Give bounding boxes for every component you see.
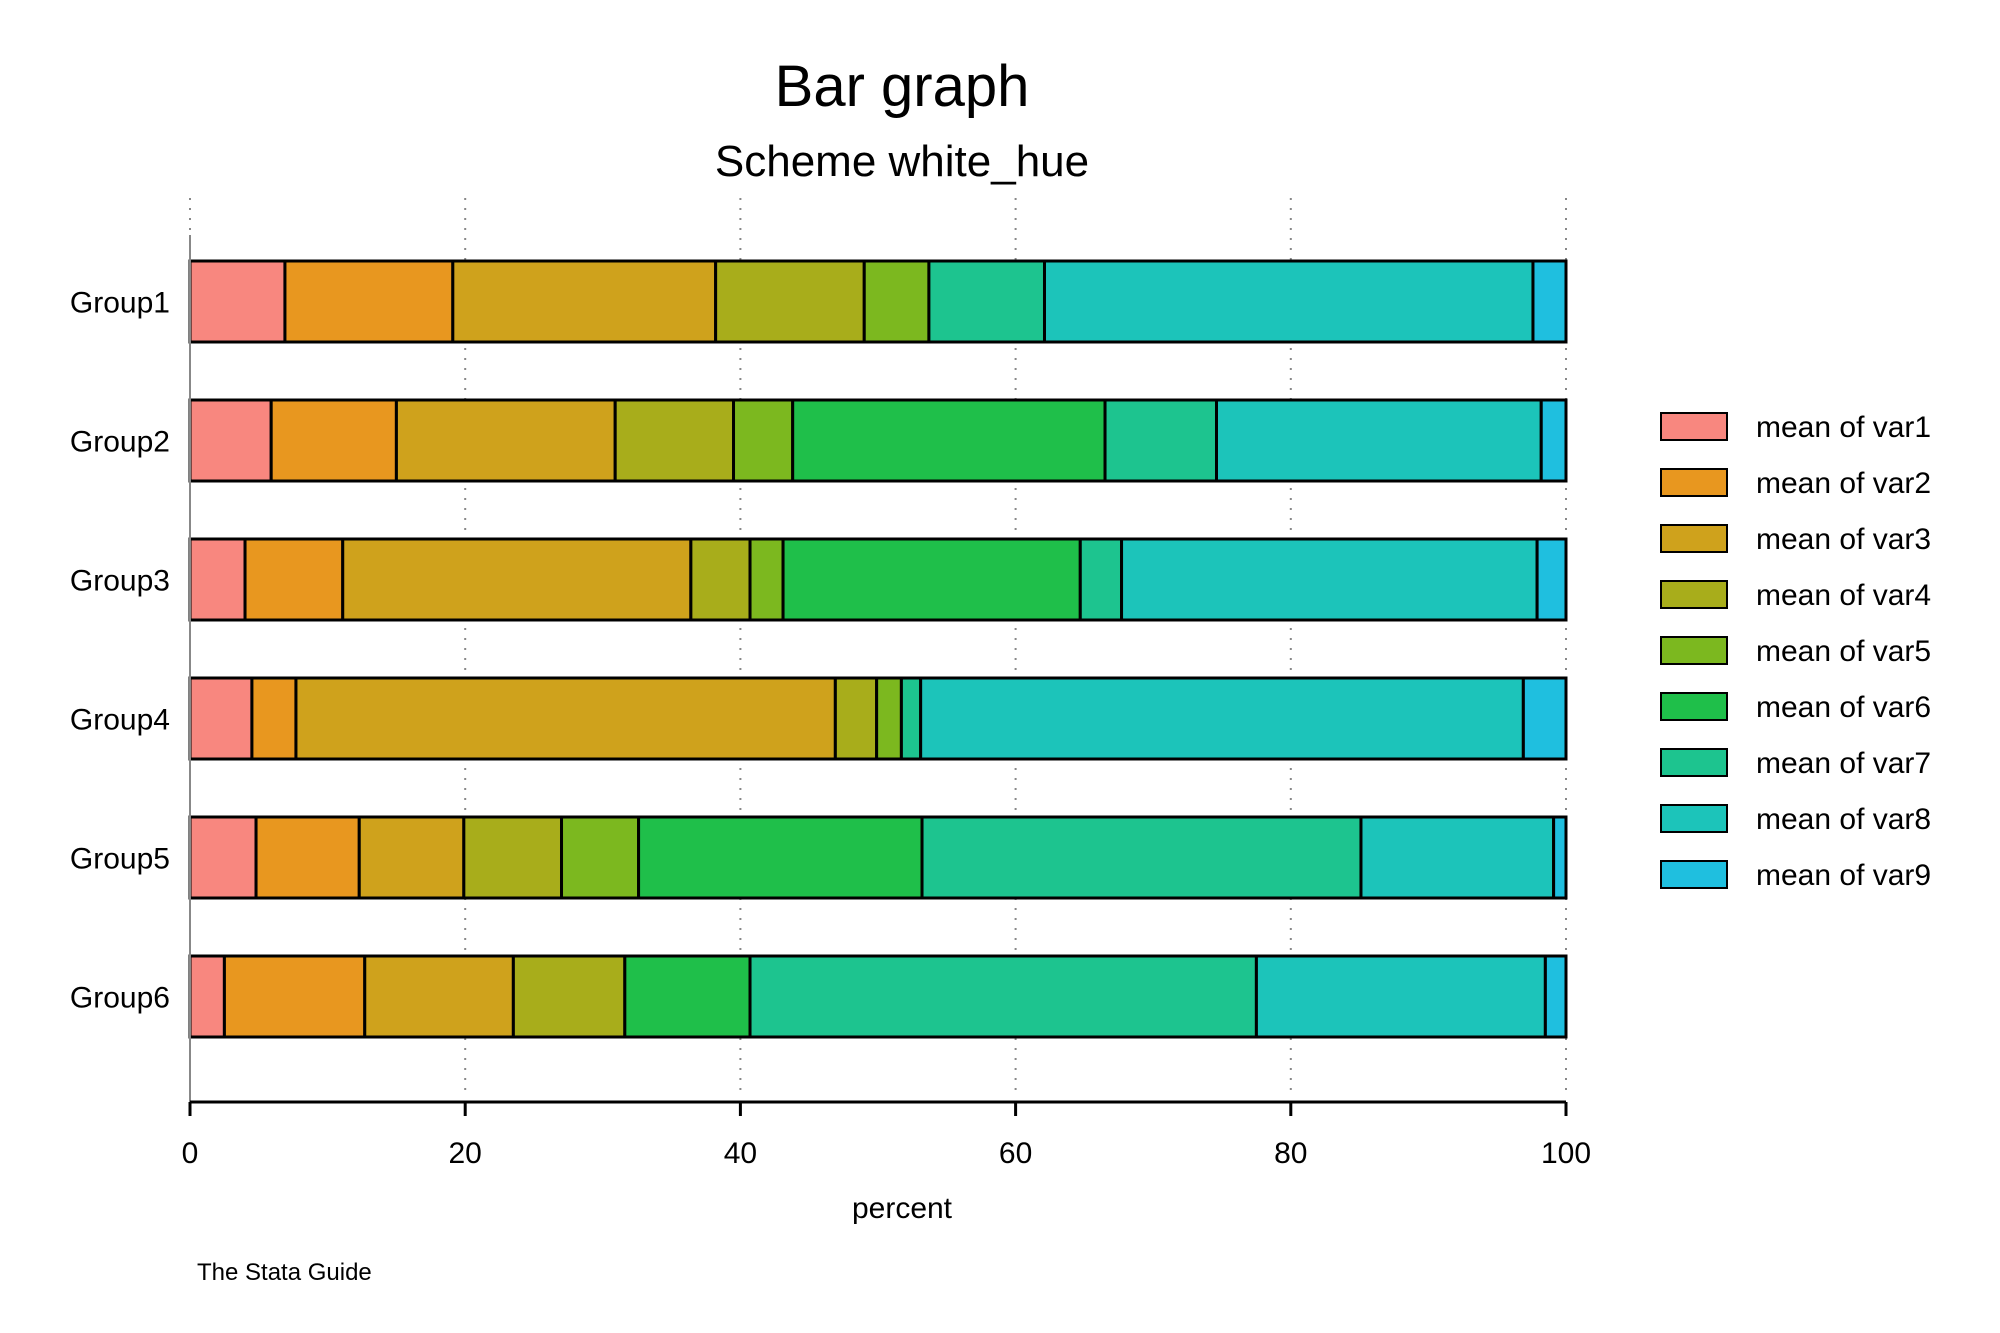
bar-group1-var2 [283, 259, 455, 344]
x-tick-label-40: 40 [724, 1137, 757, 1170]
x-tick-label-60: 60 [999, 1137, 1032, 1170]
bar-group5-var8 [1359, 815, 1556, 900]
x-axis-ticks: 0 20 40 60 80 100 [182, 1102, 1591, 1170]
bar-group4-var8 [919, 676, 1525, 761]
bar-group2-var5 [732, 398, 795, 483]
bar-group3-var5 [748, 537, 785, 622]
bar-group3-var3 [341, 537, 693, 622]
bar-group3-var6 [781, 537, 1082, 622]
x-tick-label-100: 100 [1541, 1137, 1591, 1170]
legend-swatch-var7 [1660, 748, 1728, 777]
legend-swatch-var4 [1660, 580, 1728, 609]
chart-subtitle: Scheme white_hue [715, 137, 1089, 186]
bar-group2-var8 [1214, 398, 1543, 483]
bar-group3-var7 [1078, 537, 1124, 622]
bar-group5-var9 [1552, 815, 1568, 900]
legend-swatch-var5 [1660, 636, 1728, 665]
category-label-group5: Group5 [70, 843, 170, 876]
bar-group5-var5 [560, 815, 641, 900]
category-label-group1: Group1 [70, 287, 170, 320]
bar-group2-var4 [613, 398, 736, 483]
category-label-group4: Group4 [70, 704, 170, 737]
legend-label-var7: mean of var7 [1756, 747, 1931, 780]
bar-group6-var9 [1543, 954, 1568, 1039]
legend-label-var3: mean of var3 [1756, 523, 1931, 556]
bar-group3-var8 [1120, 537, 1539, 622]
bars [188, 259, 1568, 1039]
bar-group4-var3 [294, 676, 837, 761]
bar-group6-var2 [222, 954, 367, 1039]
bar-group4-var9 [1521, 676, 1568, 761]
category-labels: Group1 Group2 Group3 Group4 Group5 Group6 [70, 287, 170, 1015]
legend-label-var1: mean of var1 [1756, 411, 1931, 444]
bar-group4-var7 [899, 676, 923, 761]
bar-group6-var3 [363, 954, 515, 1039]
legend-label-var5: mean of var5 [1756, 635, 1931, 668]
bar-group1-var1 [188, 259, 287, 344]
bar-group1-var8 [1042, 259, 1535, 344]
bar-group3-var9 [1535, 537, 1568, 622]
bar-group1-var5 [862, 259, 931, 344]
bar-group5-var6 [637, 815, 924, 900]
legend-swatch-var1 [1660, 412, 1728, 441]
bar-group5-var2 [254, 815, 361, 900]
legend-swatch-var8 [1660, 804, 1728, 833]
bar-group3-var1 [188, 537, 247, 622]
category-label-group2: Group2 [70, 426, 170, 459]
bar-group6-var1 [188, 954, 226, 1039]
legend-label-var8: mean of var8 [1756, 803, 1931, 836]
chart-note: The Stata Guide [197, 1259, 372, 1286]
legend-label-var4: mean of var4 [1756, 579, 1931, 612]
x-tick-label-0: 0 [182, 1137, 199, 1170]
bar-group1-var3 [451, 259, 718, 344]
bar-group5-var7 [920, 815, 1363, 900]
bar-group2-var6 [791, 398, 1107, 483]
bar-group5-var1 [188, 815, 258, 900]
bar-group2-var7 [1103, 398, 1218, 483]
legend-label-var6: mean of var6 [1756, 691, 1931, 724]
bar-group6-var7 [748, 954, 1258, 1039]
bar-group4-var1 [188, 676, 254, 761]
bar-group1-var4 [714, 259, 866, 344]
bar-group2-var3 [394, 398, 617, 483]
bar-group3-var2 [243, 537, 345, 622]
legend-label-var9: mean of var9 [1756, 859, 1931, 892]
legend-swatch-var9 [1660, 860, 1728, 889]
chart-title: Bar graph [775, 54, 1030, 119]
bar-group1-var7 [927, 259, 1046, 344]
bar-group2-var1 [188, 398, 273, 483]
bar-group4-var5 [875, 676, 903, 761]
bar-group1-var9 [1531, 259, 1568, 344]
bar-group2-var2 [269, 398, 398, 483]
bar-group4-var2 [250, 676, 298, 761]
legend-swatch-var3 [1660, 524, 1728, 553]
bar-group6-var8 [1254, 954, 1547, 1039]
legend-swatch-var2 [1660, 468, 1728, 497]
legend-swatch-var6 [1660, 692, 1728, 721]
x-axis-title: percent [852, 1192, 953, 1225]
bar-group6-var4 [511, 954, 627, 1039]
x-tick-label-20: 20 [449, 1137, 482, 1170]
bar-group5-var4 [462, 815, 564, 900]
legend-label-var2: mean of var2 [1756, 467, 1931, 500]
bar-group2-var9 [1539, 398, 1568, 483]
bar-group4-var4 [833, 676, 879, 761]
category-label-group6: Group6 [70, 982, 170, 1015]
x-tick-label-80: 80 [1274, 1137, 1307, 1170]
bar-group3-var4 [689, 537, 752, 622]
bar-group6-var6 [623, 954, 752, 1039]
legend: mean of var1 mean of var2 mean of var3 mean… [1660, 411, 1931, 892]
category-label-group3: Group3 [70, 565, 170, 598]
bar-group5-var3 [357, 815, 466, 900]
